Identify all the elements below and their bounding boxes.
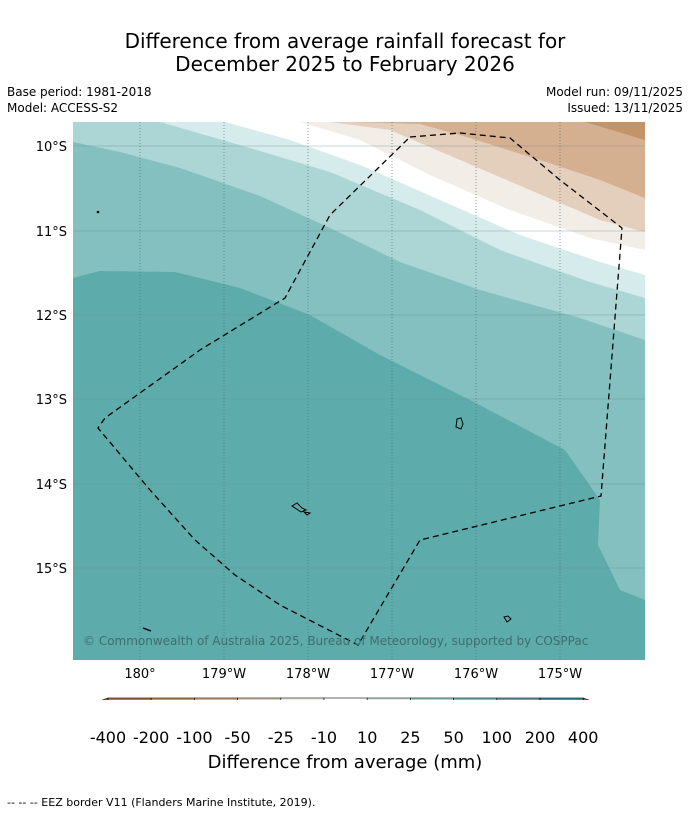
- colorbar-segment: [323, 697, 368, 700]
- band-minus100-minus50: [350, 122, 645, 198]
- colorbar-tick-label: 100: [481, 728, 513, 747]
- colorbar-tick-label: -10: [310, 728, 338, 747]
- lat-gridlines: [73, 145, 645, 569]
- colorbar: [101, 697, 590, 700]
- colorbar-tick-label: -400: [89, 728, 127, 747]
- lat-label: 10°S: [36, 140, 67, 155]
- run-info: Model run: 09/11/2025 Issued: 13/11/2025: [546, 84, 683, 116]
- colorbar-segment: [496, 697, 541, 700]
- model-info: Base period: 1981-2018 Model: ACCESS-S2: [7, 84, 152, 116]
- model-run-date: Model run: 09/11/2025: [545, 85, 683, 99]
- rainfall-anomaly-fills: © Commonwealth of Australia 2025, Bureau…: [73, 122, 645, 660]
- colorbar-title: Difference from average (mm): [207, 752, 483, 773]
- lon-label: 175°W: [538, 667, 582, 682]
- colorbar-tick-label: -25: [267, 728, 294, 747]
- model-name: Model: ACCESS-S2: [7, 101, 119, 115]
- colorbar-segment: [280, 697, 325, 700]
- island-center: [291, 502, 308, 513]
- colorbar-tick-label: 10: [357, 728, 378, 747]
- chart-title: Difference from average rainfall forecas…: [0, 30, 690, 76]
- title-line-2: December 2025 to February 2026: [175, 52, 515, 76]
- lon-label: 176°W: [454, 667, 498, 682]
- colorbar-tick-label: 50: [443, 728, 464, 747]
- colorbar-extend-high: [582, 697, 590, 700]
- island-center-small: [302, 511, 312, 516]
- lon-label: 177°W: [370, 667, 414, 682]
- colorbar-tick-label: 25: [400, 728, 421, 747]
- forecast-map: © Commonwealth of Australia 2025, Bureau…: [36, 122, 645, 700]
- eez-border: [97, 132, 623, 646]
- colorbar-tick-label: -200: [133, 728, 170, 747]
- lat-label: 14°S: [36, 478, 67, 493]
- title-line-1: Difference from average rainfall forecas…: [124, 29, 566, 53]
- island-southwest: [142, 627, 152, 632]
- lon-label: 180°: [124, 667, 155, 682]
- island-southeast: [503, 615, 512, 623]
- base-period: Base period: 1981-2018: [7, 85, 152, 99]
- colorbar-tick-label: -100: [176, 728, 213, 747]
- lat-label: 11°S: [36, 225, 67, 240]
- colorbar-segment: [453, 697, 498, 700]
- lon-label: 179°W: [202, 667, 246, 682]
- lat-label: 12°S: [36, 309, 67, 324]
- island-northwest: [96, 210, 100, 214]
- colorbar-extend-low: [101, 697, 109, 700]
- colorbar-segment: [366, 697, 411, 700]
- lat-label: 13°S: [36, 393, 67, 408]
- band-minus200-minus100: [585, 122, 645, 140]
- colorbar-segment: [237, 697, 282, 700]
- island-east: [455, 417, 464, 430]
- colorbar-segment: [150, 697, 195, 700]
- islands: [96, 210, 512, 632]
- eez-footnote: -- -- -- EEZ border V11 (Flanders Marine…: [7, 796, 316, 809]
- lon-label: 178°W: [286, 667, 330, 682]
- copyright-text: © Commonwealth of Australia 2025, Bureau…: [83, 634, 588, 648]
- colorbar-tick-label: 400: [567, 728, 599, 747]
- colorbar-tick-label: 200: [524, 728, 556, 747]
- colorbar-segment: [539, 697, 584, 700]
- colorbar-segment: [107, 697, 152, 700]
- colorbar-segment: [410, 697, 454, 700]
- lat-labels: 10°S 11°S 12°S 13°S 14°S 15°S: [36, 140, 67, 577]
- colorbar-tick-label: -50: [224, 728, 251, 747]
- lon-labels: 180° 179°W 178°W 177°W 176°W 175°W: [124, 667, 582, 682]
- colorbar-segment: [194, 697, 238, 700]
- lat-label: 15°S: [36, 562, 67, 577]
- issued-date: Issued: 13/11/2025: [567, 101, 683, 115]
